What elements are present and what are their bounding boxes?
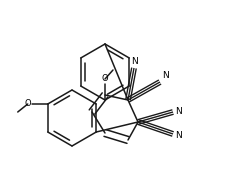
Text: N: N [175, 130, 182, 139]
Text: N: N [175, 107, 182, 115]
Text: O: O [24, 100, 31, 108]
Text: N: N [132, 57, 138, 66]
Text: O: O [102, 74, 108, 83]
Text: N: N [162, 71, 169, 80]
